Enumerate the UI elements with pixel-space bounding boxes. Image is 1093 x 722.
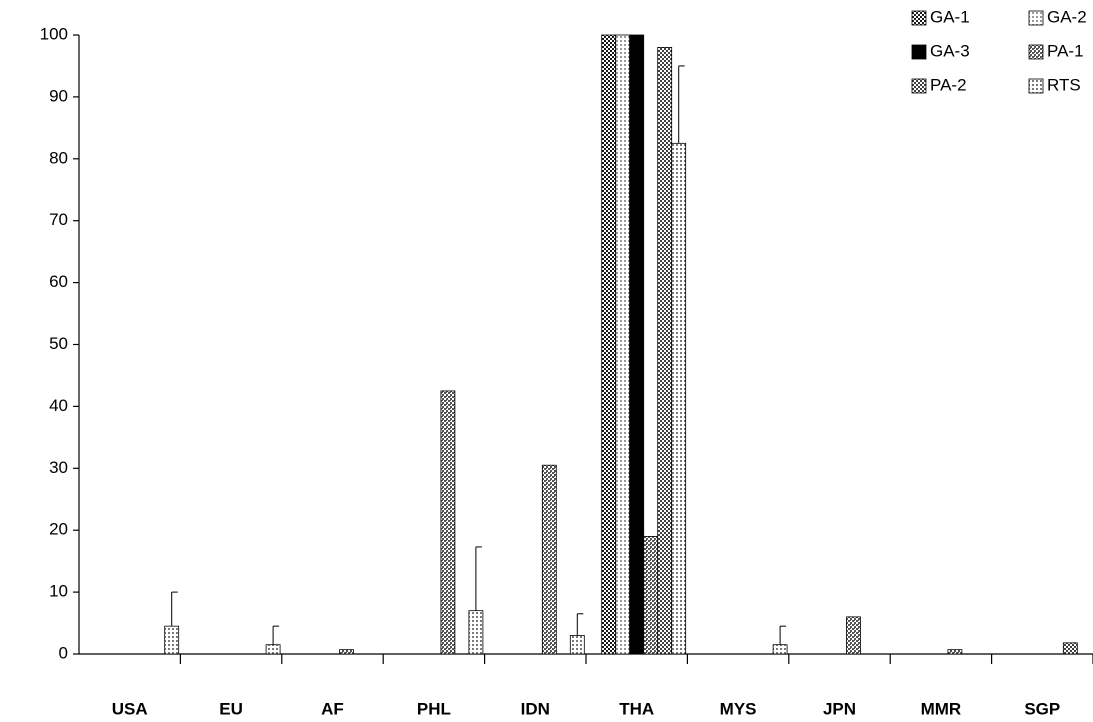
legend-swatch (912, 45, 926, 59)
bar (773, 645, 787, 654)
error-bar (679, 66, 685, 143)
bar (672, 143, 686, 654)
legend-label: GA-3 (930, 41, 970, 60)
legend-swatch (1029, 79, 1043, 93)
x-tick-label: JPN (823, 699, 856, 718)
y-tick-label: 90 (49, 86, 68, 105)
legend-swatch (912, 79, 926, 93)
y-tick-label: 20 (49, 520, 68, 539)
y-tick-label: 50 (49, 334, 68, 353)
legend-label: PA-1 (1047, 41, 1084, 60)
error-bar (476, 547, 482, 611)
legend-swatch (1029, 11, 1043, 25)
error-bar (172, 592, 178, 626)
x-tick-label: EU (219, 699, 243, 718)
bar (948, 650, 962, 654)
legend-label: PA-2 (930, 75, 967, 94)
y-tick-label: 100 (40, 24, 68, 43)
bar (616, 35, 630, 654)
y-tick-label: 40 (49, 396, 68, 415)
bar (1063, 643, 1077, 654)
bar (340, 650, 354, 654)
legend-swatch (1029, 45, 1043, 59)
bar (542, 465, 556, 654)
y-tick-label: 30 (49, 458, 68, 477)
bar (658, 47, 672, 654)
legend-label: RTS (1047, 75, 1081, 94)
y-tick-label: 70 (49, 210, 68, 229)
x-tick-label: PHL (417, 699, 451, 718)
x-tick-label: IDN (521, 699, 550, 718)
x-tick-label: SGP (1024, 699, 1060, 718)
x-tick-label: THA (619, 699, 654, 718)
y-tick-label: 80 (49, 148, 68, 167)
chart: 0 10 20 30 40 50 60 70 80 90 100 USA EU AF PHL IDN THA MY… (0, 0, 1093, 722)
bar (630, 35, 644, 654)
x-tick-label: MMR (921, 699, 962, 718)
bar (644, 536, 658, 654)
bar (266, 645, 280, 654)
bar (602, 35, 616, 654)
error-bar (577, 614, 583, 636)
error-bar (780, 626, 786, 645)
x-tick-label: AF (321, 699, 344, 718)
bar (847, 617, 861, 654)
y-tick-label: 0 (59, 643, 68, 662)
bar (441, 391, 455, 654)
legend-swatch (912, 11, 926, 25)
bar (570, 635, 584, 654)
y-tick-label: 10 (49, 582, 68, 601)
bar (165, 626, 179, 654)
error-bar (273, 626, 279, 645)
x-tick-label: MYS (720, 699, 757, 718)
bar (469, 611, 483, 654)
x-tick-label: USA (112, 699, 148, 718)
y-tick-label: 60 (49, 272, 68, 291)
legend-label: GA-2 (1047, 7, 1087, 26)
legend-label: GA-1 (930, 7, 970, 26)
